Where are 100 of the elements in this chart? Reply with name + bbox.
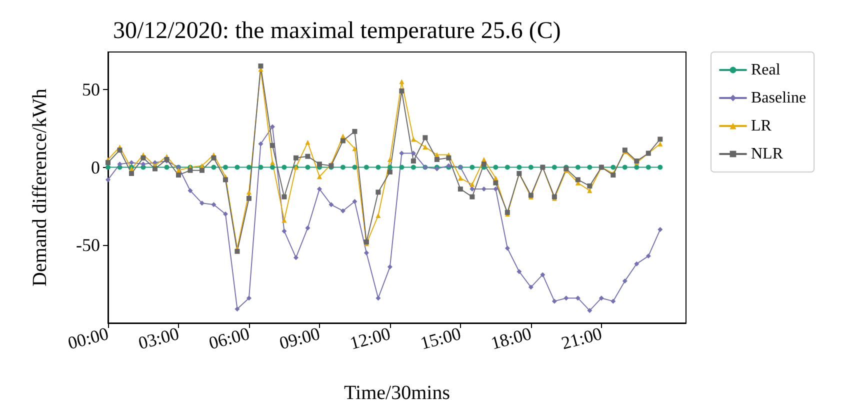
x-tick-label: 09:00	[277, 323, 322, 354]
point	[316, 162, 322, 167]
point	[282, 194, 287, 200]
point	[504, 164, 510, 170]
point	[305, 154, 310, 159]
legend-label: Baseline	[751, 90, 806, 106]
point	[258, 164, 264, 170]
point	[587, 188, 592, 194]
point	[422, 135, 428, 140]
point	[106, 177, 110, 182]
point	[516, 164, 522, 170]
point	[270, 142, 275, 148]
point	[211, 164, 216, 170]
point	[458, 176, 463, 181]
chart-title: 30/12/2020: the maximal temperature 25.6 (C)	[113, 18, 561, 44]
point	[552, 164, 557, 170]
point	[352, 164, 358, 170]
point	[352, 199, 358, 204]
point	[211, 155, 216, 160]
point	[246, 164, 252, 170]
point	[658, 141, 663, 146]
point	[117, 162, 122, 167]
point	[340, 134, 346, 139]
point	[352, 128, 358, 134]
point	[410, 164, 416, 170]
point	[234, 248, 240, 254]
point	[658, 227, 663, 232]
point	[646, 164, 651, 170]
point	[528, 164, 534, 170]
x-tick-label: 03:00	[136, 323, 182, 354]
point	[434, 156, 440, 162]
point	[422, 144, 428, 150]
y-axis-title: Demand difference/kWh	[29, 88, 51, 286]
legend-label: LR	[751, 118, 772, 134]
point	[399, 150, 404, 156]
y-tick-label: 0	[91, 157, 100, 178]
point	[528, 284, 534, 290]
point	[399, 88, 404, 94]
point	[470, 164, 475, 170]
point	[658, 164, 663, 170]
point	[634, 164, 640, 170]
point	[246, 296, 252, 301]
point	[622, 164, 628, 170]
point	[328, 202, 334, 208]
point	[376, 190, 381, 195]
point	[587, 183, 592, 188]
point	[646, 254, 651, 259]
point	[376, 213, 381, 218]
x-tick-label: 21:00	[559, 323, 604, 354]
point	[470, 182, 475, 187]
point	[340, 164, 346, 170]
point	[470, 194, 475, 200]
point	[316, 174, 322, 180]
point	[493, 186, 498, 192]
point	[176, 172, 181, 178]
point	[305, 140, 310, 145]
point	[575, 296, 580, 301]
point	[364, 164, 369, 170]
y-tick-label: 50	[82, 79, 100, 100]
point	[481, 162, 486, 167]
point	[575, 164, 580, 170]
point	[188, 188, 193, 194]
point	[564, 296, 569, 301]
point	[117, 148, 122, 153]
point	[587, 164, 592, 170]
point	[340, 138, 346, 144]
point	[140, 162, 146, 167]
x-tick-label: 12:00	[348, 323, 393, 354]
x-tick-label: 15:00	[418, 323, 464, 354]
point	[270, 124, 275, 130]
point	[387, 169, 392, 174]
point	[387, 156, 392, 162]
point	[282, 164, 287, 170]
point	[493, 176, 498, 181]
point	[222, 177, 228, 182]
point	[222, 164, 228, 170]
point	[316, 186, 322, 192]
point	[106, 164, 110, 170]
point	[246, 196, 252, 201]
point	[128, 160, 134, 166]
point	[493, 180, 498, 186]
point	[352, 146, 358, 152]
point	[399, 164, 404, 170]
point	[540, 272, 546, 278]
point	[258, 64, 264, 69]
point	[410, 150, 416, 156]
point	[211, 202, 216, 208]
point	[376, 296, 381, 301]
x-tick-label: 00:00	[66, 323, 111, 354]
point	[587, 308, 592, 314]
point	[106, 160, 110, 166]
point	[270, 160, 275, 166]
point	[340, 208, 346, 214]
point	[552, 298, 557, 304]
point	[282, 228, 287, 234]
point	[658, 136, 663, 142]
point	[610, 164, 616, 170]
point	[598, 296, 604, 301]
x-axis-title: Time/30mins	[344, 382, 450, 404]
point	[622, 278, 628, 284]
